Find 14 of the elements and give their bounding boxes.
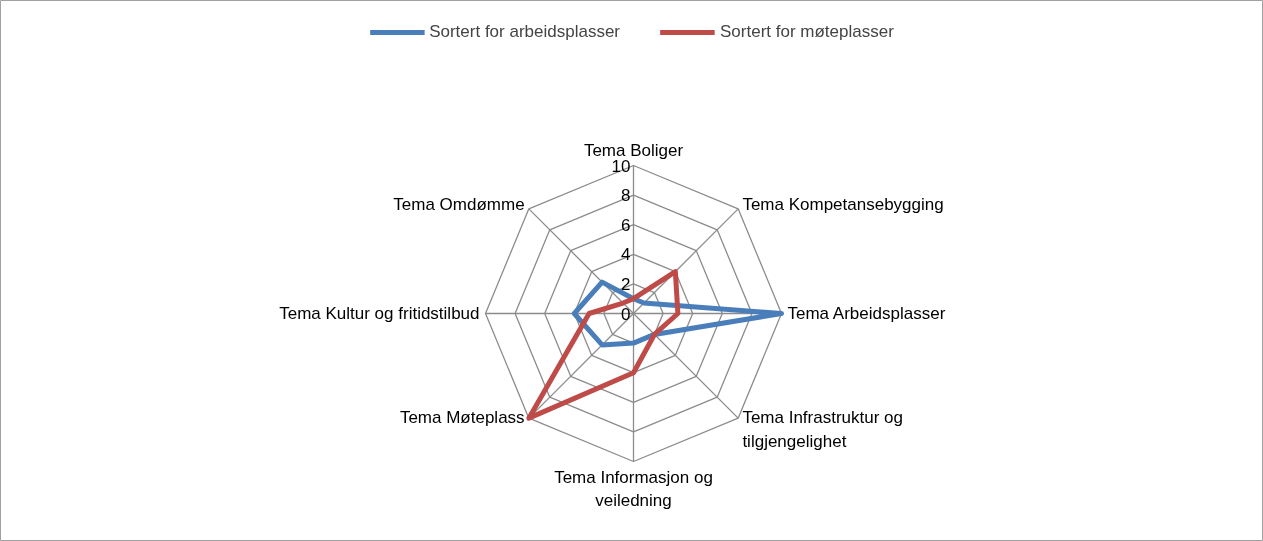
spoke-label: Tema Informasjon og veiledning: [554, 467, 713, 511]
spoke-label: Tema Kompetansebygging: [742, 195, 944, 215]
spoke-label: Tema Arbeidsplasser: [787, 304, 946, 323]
spoke-label: Tema Infrastruktur og tilgjengelighet: [742, 408, 904, 452]
y-tick-label: 2: [621, 274, 631, 294]
y-tick-label: 8: [621, 186, 631, 206]
spoke-label: Tema Kultur og fritidstilbud: [279, 304, 480, 323]
y-tick-label: 4: [621, 245, 631, 265]
spoke-label: Tema Møteplass: [399, 408, 525, 428]
legend-label: Sortert for møteplasser: [720, 22, 894, 42]
y-tick-label: 0: [621, 304, 631, 324]
y-tick-label: 6: [621, 215, 631, 235]
spoke-label: Tema Omdømme: [393, 195, 525, 215]
legend-label: Sortert for arbeidsplasser: [429, 22, 621, 42]
